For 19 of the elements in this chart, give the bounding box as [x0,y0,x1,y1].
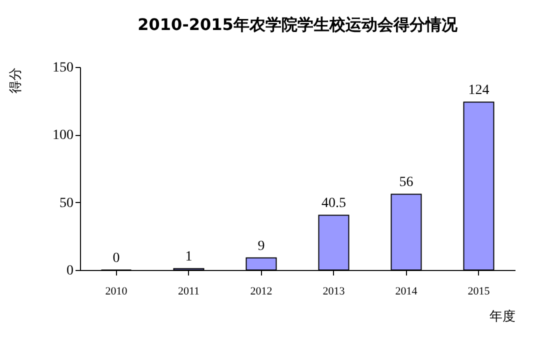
x-tick-label: 2014 [395,286,418,298]
data-label: 124 [468,83,490,98]
y-axis-title: 得分 [8,68,22,94]
y-tick-label: 100 [52,128,74,144]
x-tick-label: 2013 [322,286,346,298]
x-tick-label: 2011 [178,286,200,298]
x-tick-label: 2010 [105,286,128,298]
y-tick-label: 150 [52,60,74,76]
data-label: 1 [185,250,192,265]
x-tick-label: 2012 [250,286,272,298]
y-tick-label: 0 [66,264,74,278]
chart-title: 2010-2015年农学院学生校运动会得分情况 [138,15,458,34]
x-tick-label: 2015 [468,286,490,298]
data-label: 9 [258,238,265,254]
data-label: 0 [112,251,120,266]
data-label: 40.5 [322,196,346,212]
y-tick-label: 50 [60,196,74,211]
data-label: 56 [399,175,414,190]
x-axis-title: 年度 [490,308,516,324]
